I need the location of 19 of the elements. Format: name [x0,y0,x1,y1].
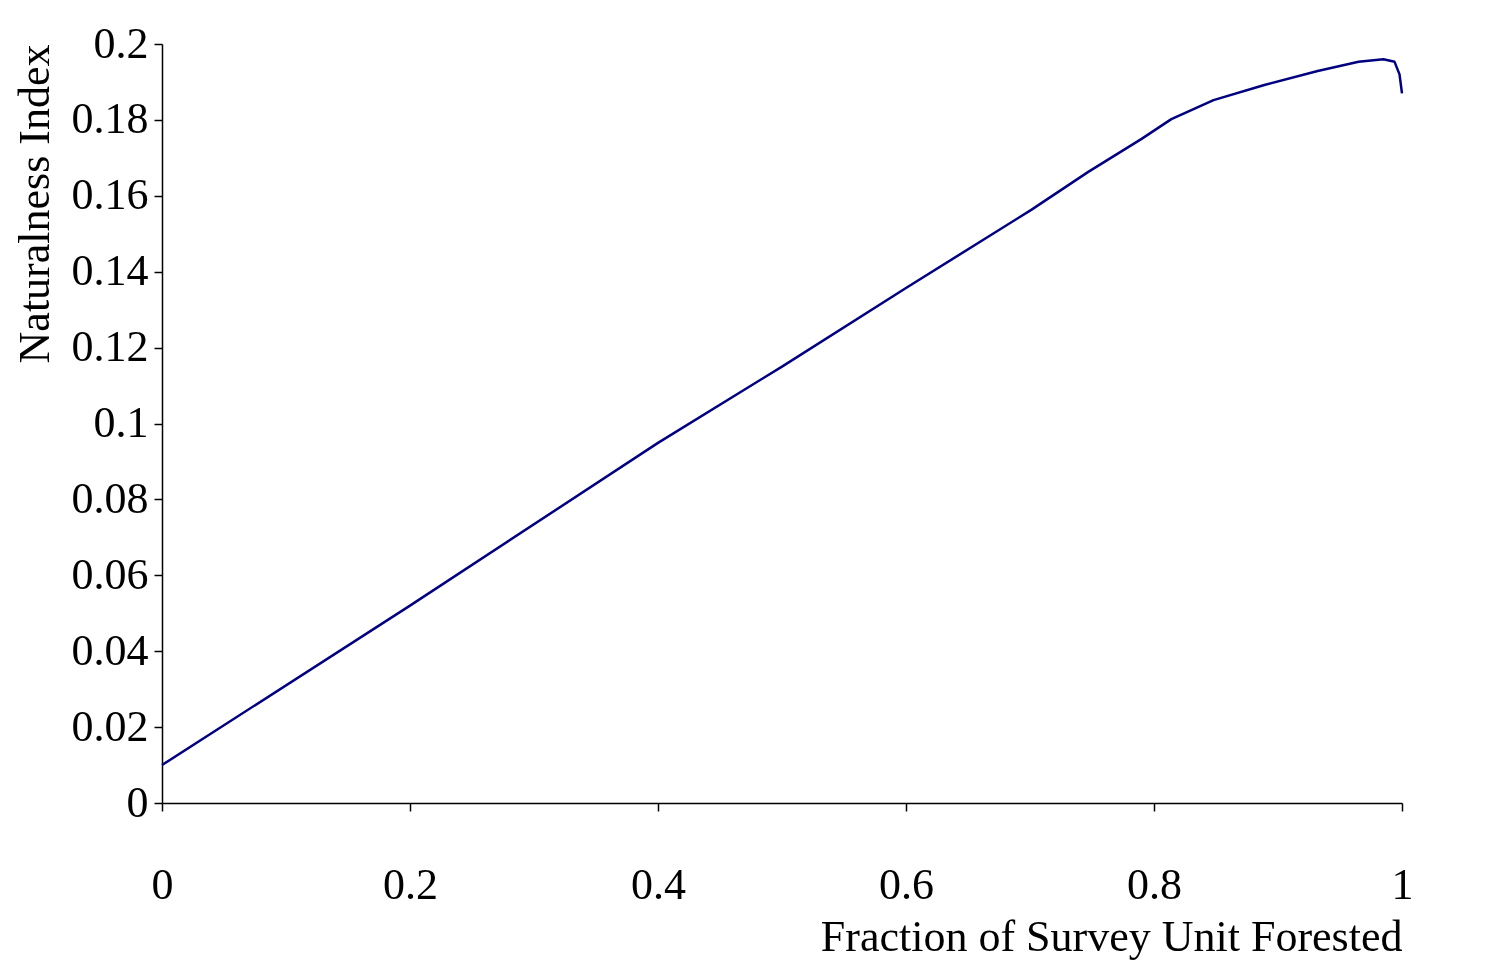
x-tick-label: 0.2 [383,859,438,909]
line-series [160,57,1404,767]
y-tick-label: 0.08 [71,473,149,523]
y-tick-label: 0.12 [71,322,149,372]
y-tick-label: 0.18 [71,94,149,144]
y-tick-label: 0 [126,777,149,827]
y-tick-label: 0.06 [71,549,149,599]
y-tick-label: 0.14 [71,246,149,296]
y-tick-label: 0.16 [71,170,149,220]
x-axis-title: Fraction of Survey Unit Forested [820,911,1403,961]
y-axis-title: Naturalness Index [9,44,59,364]
x-tick-label: 0.4 [631,859,686,909]
y-tick-label: 0.1 [93,398,149,447]
x-tick-label: 0.6 [879,859,934,909]
y-tick-label: 0.02 [71,701,149,751]
y-tick-label: 0.04 [71,625,149,675]
x-tick-label: 1 [1391,859,1414,909]
y-tick-label: 0.2 [93,18,149,68]
x-tick-label: 0.8 [1127,859,1182,909]
